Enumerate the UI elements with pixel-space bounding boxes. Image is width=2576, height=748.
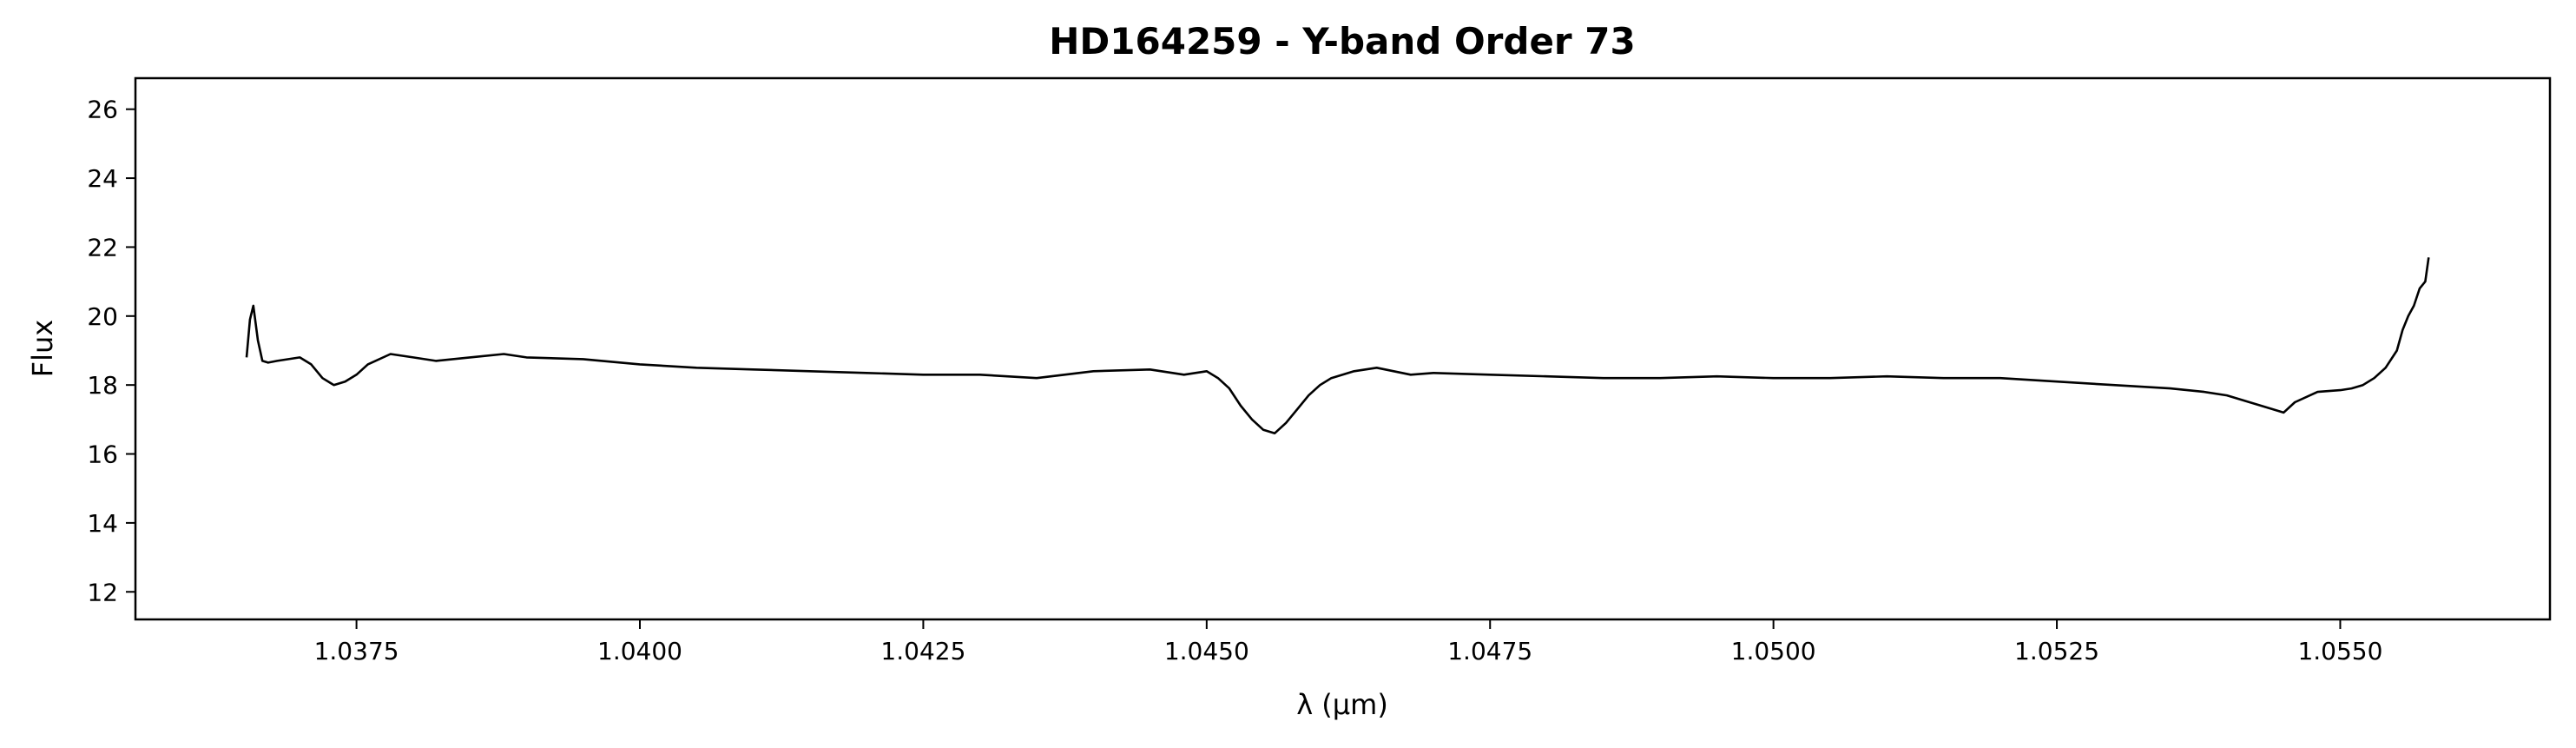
x-tick-label: 1.0500: [1731, 637, 1816, 665]
x-tick-label: 1.0450: [1164, 637, 1249, 665]
x-tick-label: 1.0375: [314, 637, 399, 665]
y-tick-label: 26: [87, 96, 118, 124]
y-tick-label: 18: [87, 371, 118, 400]
plot-area-frame: [134, 76, 2552, 621]
x-tick-label: 1.0400: [597, 637, 682, 665]
series-layer: [245, 257, 2430, 435]
y-tick-label: 20: [87, 302, 118, 331]
series-line-0: [245, 257, 2430, 435]
x-tick-label: 1.0475: [1447, 637, 1532, 665]
y-tick-label: 24: [87, 164, 118, 193]
x-axis-label: λ (μm): [1296, 688, 1388, 721]
y-axis: 12 14 16 18 20 22 24 26: [87, 96, 135, 606]
x-axis: 1.0375 1.0400 1.0425 1.0450 1.0475 1.0500 1.05…: [314, 619, 2382, 665]
y-tick-label: 14: [87, 509, 118, 538]
y-axis-label: Flux: [26, 320, 59, 378]
x-tick-label: 1.0525: [2014, 637, 2099, 665]
y-tick-label: 12: [87, 578, 118, 606]
chart-title: HD164259 - Y-band Order 73: [1049, 20, 1635, 63]
y-tick-label: 22: [87, 233, 118, 261]
x-tick-label: 1.0550: [2297, 637, 2382, 665]
y-tick-label: 16: [87, 440, 118, 469]
x-tick-label: 1.0425: [880, 637, 965, 665]
